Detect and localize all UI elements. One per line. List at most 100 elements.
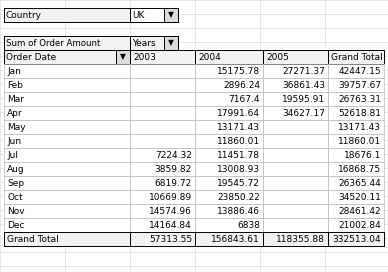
Text: Aug: Aug: [7, 165, 24, 174]
Bar: [195, 232, 263, 246]
Bar: [195, 50, 263, 64]
Text: 14574.96: 14574.96: [149, 206, 192, 215]
Bar: [4, 64, 130, 78]
Text: 2004: 2004: [198, 52, 221, 61]
Text: 118355.88: 118355.88: [276, 234, 325, 243]
Bar: [195, 134, 263, 148]
Text: ▼: ▼: [168, 11, 174, 20]
Bar: [164, 8, 178, 22]
Bar: [263, 190, 328, 204]
Bar: [195, 162, 263, 176]
Bar: [328, 92, 384, 106]
Bar: [263, 120, 328, 134]
Bar: [130, 8, 178, 22]
Bar: [328, 64, 384, 78]
Bar: [4, 218, 130, 232]
Text: 15175.78: 15175.78: [217, 66, 260, 76]
Bar: [328, 162, 384, 176]
Text: Country: Country: [6, 11, 42, 20]
Text: 6819.72: 6819.72: [155, 178, 192, 187]
Bar: [195, 190, 263, 204]
Bar: [130, 190, 195, 204]
Bar: [328, 148, 384, 162]
Text: Jun: Jun: [7, 137, 21, 146]
Bar: [263, 134, 328, 148]
Bar: [263, 50, 328, 64]
Bar: [263, 218, 328, 232]
Text: 6838: 6838: [237, 221, 260, 230]
Text: 16868.75: 16868.75: [338, 165, 381, 174]
Bar: [328, 106, 384, 120]
Bar: [4, 78, 130, 92]
Bar: [195, 218, 263, 232]
Text: Sep: Sep: [7, 178, 24, 187]
Bar: [263, 176, 328, 190]
Bar: [130, 78, 195, 92]
Bar: [130, 106, 195, 120]
Text: 19595.91: 19595.91: [282, 94, 325, 104]
Bar: [130, 92, 195, 106]
Text: 13171.43: 13171.43: [217, 122, 260, 131]
Text: 13886.46: 13886.46: [217, 206, 260, 215]
Bar: [263, 148, 328, 162]
Text: Jul: Jul: [7, 150, 18, 159]
Bar: [195, 120, 263, 134]
Bar: [263, 78, 328, 92]
Text: 23850.22: 23850.22: [217, 193, 260, 202]
Bar: [130, 204, 195, 218]
Bar: [4, 120, 130, 134]
Bar: [328, 218, 384, 232]
Bar: [4, 162, 130, 176]
Bar: [130, 162, 195, 176]
Bar: [4, 190, 130, 204]
Bar: [195, 92, 263, 106]
Text: Sum of Order Amount: Sum of Order Amount: [6, 39, 100, 48]
Bar: [4, 36, 130, 50]
Bar: [4, 92, 130, 106]
Text: 18676.1: 18676.1: [344, 150, 381, 159]
Bar: [328, 204, 384, 218]
Text: 57313.55: 57313.55: [149, 234, 192, 243]
Bar: [130, 50, 195, 64]
Text: 332513.04: 332513.04: [333, 234, 381, 243]
Text: Feb: Feb: [7, 81, 23, 89]
Bar: [328, 78, 384, 92]
Bar: [195, 106, 263, 120]
Bar: [328, 134, 384, 148]
Bar: [4, 106, 130, 120]
Bar: [130, 176, 195, 190]
Bar: [130, 218, 195, 232]
Bar: [130, 232, 195, 246]
Text: 26365.44: 26365.44: [338, 178, 381, 187]
Text: ▼: ▼: [120, 52, 126, 61]
Text: Order Date: Order Date: [6, 52, 56, 61]
Text: 10669.89: 10669.89: [149, 193, 192, 202]
Text: 156843.61: 156843.61: [211, 234, 260, 243]
Bar: [4, 148, 130, 162]
Bar: [130, 120, 195, 134]
Text: 28461.42: 28461.42: [338, 206, 381, 215]
Text: 19545.72: 19545.72: [217, 178, 260, 187]
Text: 11860.01: 11860.01: [338, 137, 381, 146]
Bar: [4, 232, 130, 246]
Bar: [328, 232, 384, 246]
Bar: [4, 176, 130, 190]
Bar: [263, 92, 328, 106]
Text: UK: UK: [132, 11, 144, 20]
Bar: [195, 204, 263, 218]
Bar: [130, 148, 195, 162]
Text: 2003: 2003: [133, 52, 156, 61]
Text: 17991.64: 17991.64: [217, 109, 260, 118]
Bar: [328, 176, 384, 190]
Text: Grand Total: Grand Total: [331, 52, 383, 61]
Text: 42447.15: 42447.15: [338, 66, 381, 76]
Bar: [263, 162, 328, 176]
Bar: [195, 176, 263, 190]
Text: 3859.82: 3859.82: [155, 165, 192, 174]
Text: Dec: Dec: [7, 221, 24, 230]
Text: 11451.78: 11451.78: [217, 150, 260, 159]
Bar: [263, 204, 328, 218]
Text: 11860.01: 11860.01: [217, 137, 260, 146]
Bar: [4, 8, 130, 22]
Text: Grand Total: Grand Total: [7, 234, 59, 243]
